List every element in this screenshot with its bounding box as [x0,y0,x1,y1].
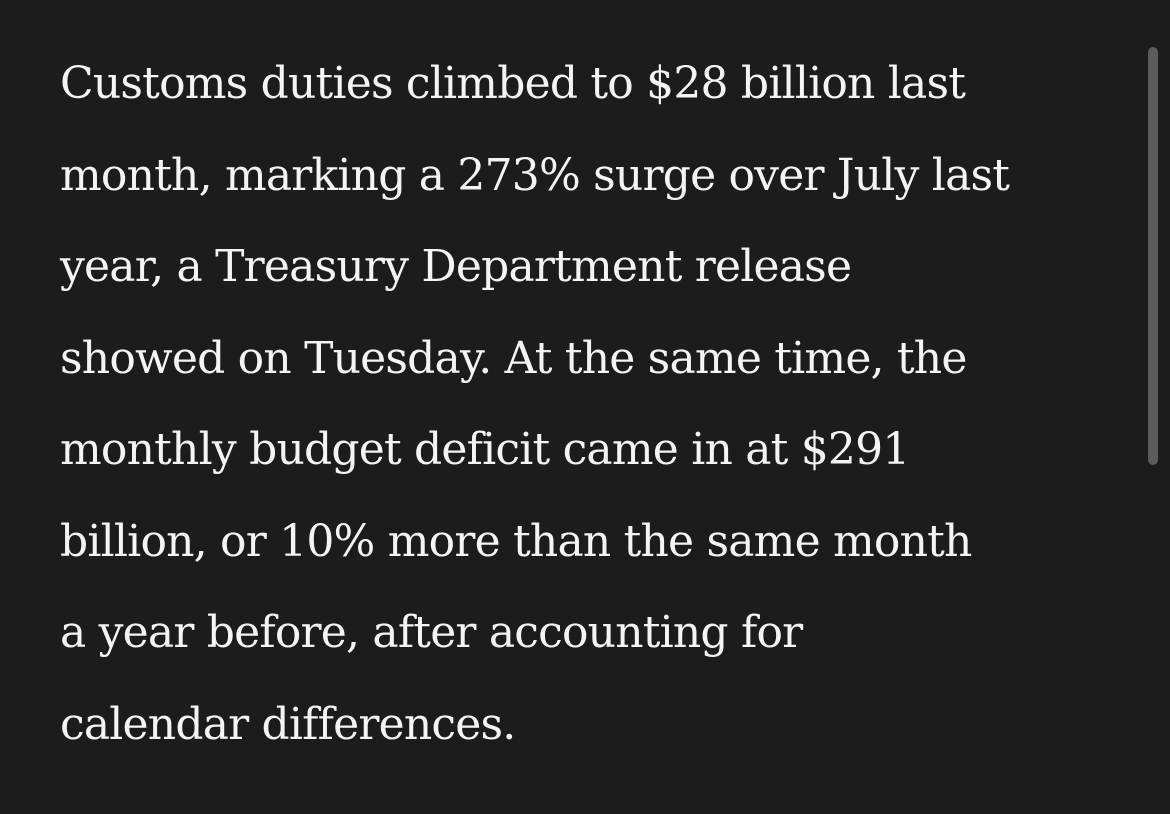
paragraph-line-2: month, marking a 273% surge over July la… [60,149,1010,201]
scrollbar-track[interactable] [1146,0,1158,814]
article-paragraph: Customs duties climbed to $28 billion la… [60,38,1120,770]
paragraph-line-3: year, a Treasury Department release [60,241,852,292]
paragraph-line-5: monthly budget deficit came in at $291 [60,424,910,475]
paragraph-line-8: calendar differences. [60,698,516,750]
paragraph-line-7: a year before, after accounting for [60,607,803,658]
paragraph-line-1: Customs duties climbed to $28 billion la… [60,58,966,109]
paragraph-line-4: showed on Tuesday. At the same time, the [60,332,967,384]
scrollbar-thumb[interactable] [1148,47,1158,465]
paragraph-line-6: billion, or 10% more than the same month [60,515,972,567]
